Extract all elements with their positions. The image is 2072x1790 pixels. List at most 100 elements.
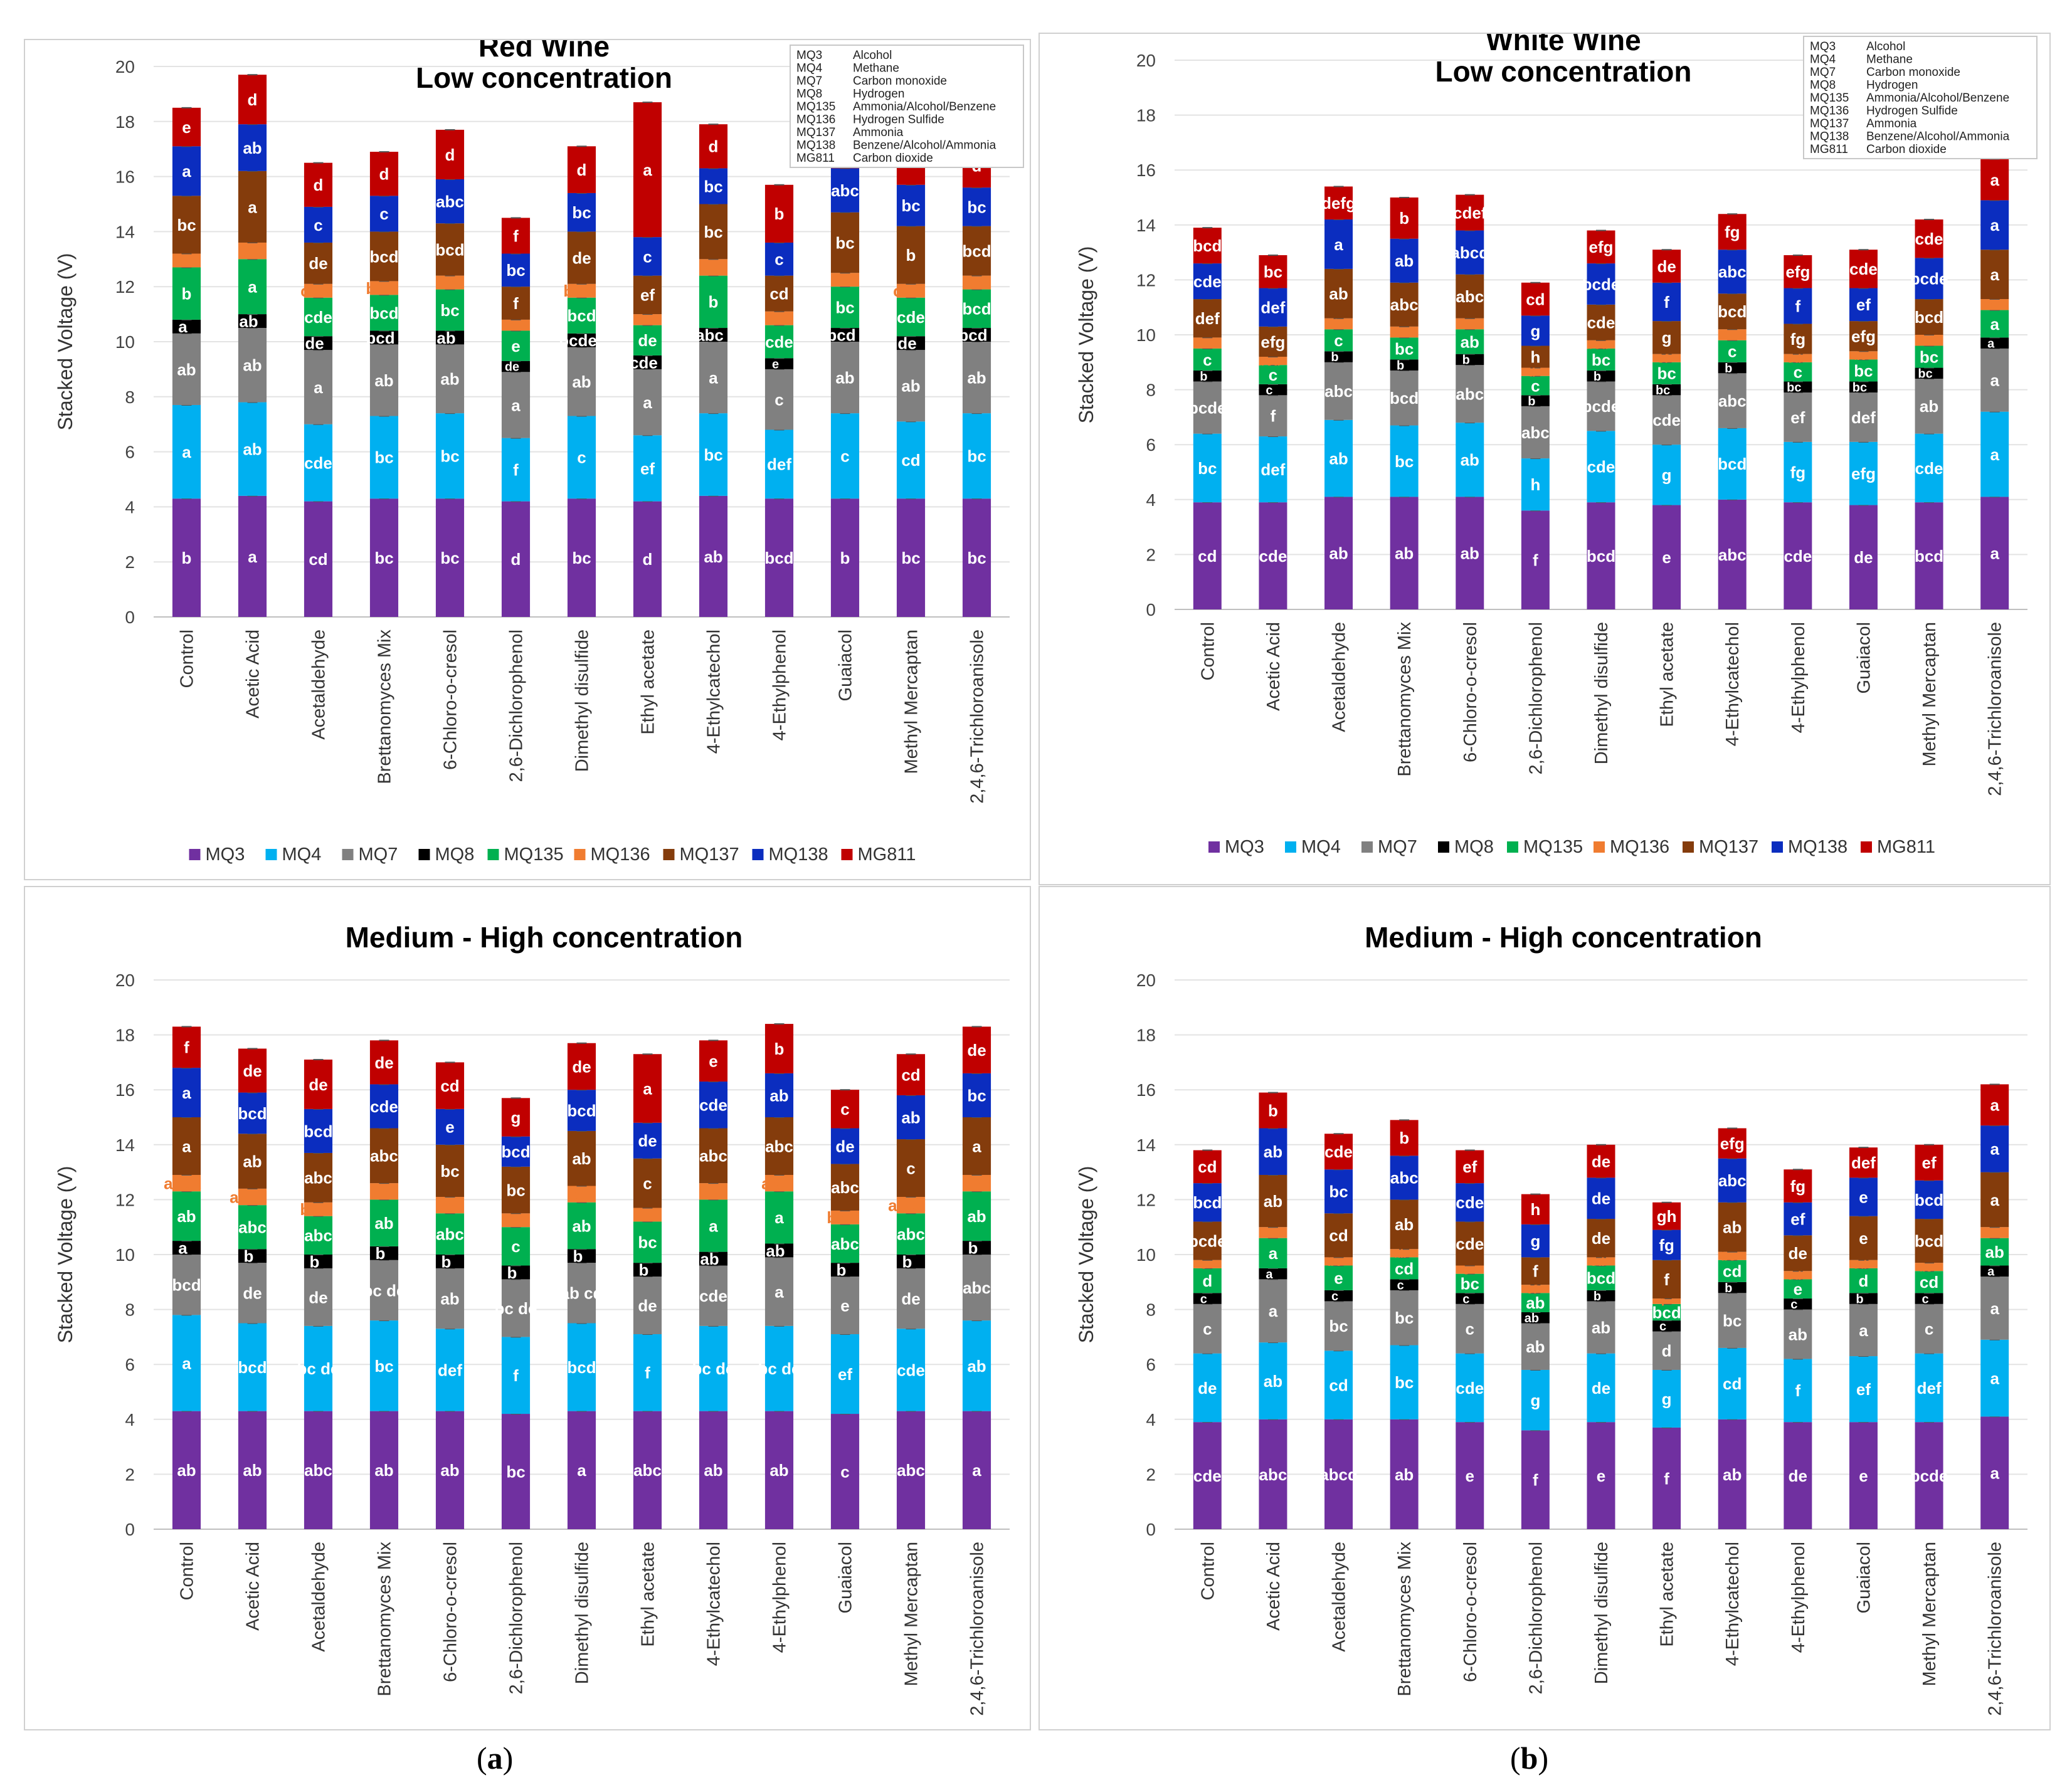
- data-label: bc: [506, 1181, 525, 1199]
- bar-mq136-control: [1193, 1260, 1222, 1268]
- data-label: de: [1853, 349, 1867, 363]
- bar-mq4-4-ethylphenol: [1784, 441, 1812, 503]
- data-label: bc: [901, 196, 920, 215]
- bar-mq3-2-6-dichlorophenol: [501, 501, 531, 617]
- data-label: abcd: [888, 1196, 926, 1215]
- data-label: ab: [1393, 1247, 1407, 1261]
- y-tick-label: 12: [115, 1190, 135, 1209]
- data-label: bc: [440, 447, 459, 466]
- bar-mq4-dimethyl-disulfide: [1587, 431, 1615, 503]
- bar-mg811-2-4-6-trichloroanisole: [1980, 1084, 2009, 1126]
- x-tick-label: Dimethyl disulfide: [1592, 1542, 1612, 1684]
- bar-mg811-2-4-6-trichloroanisole: [962, 1026, 991, 1073]
- data-label: c: [774, 391, 783, 409]
- data-label: ab: [1328, 318, 1342, 332]
- data-label: e: [182, 118, 191, 137]
- bar-mq138-methyl-mercaptan: [1915, 258, 1943, 300]
- data-label: a: [1987, 1265, 1995, 1278]
- x-tick-label: 4-Ethylcatechol: [1723, 1542, 1743, 1666]
- data-label: abc: [1718, 263, 1747, 282]
- data-label: ef: [1790, 1209, 1805, 1228]
- bar-mq138-control: [172, 146, 201, 196]
- data-label: efg: [1720, 1134, 1745, 1153]
- data-label: cde: [1652, 411, 1681, 429]
- bar-mq138-2-6-dichlorophenol: [501, 1136, 531, 1167]
- data-label: a: [1990, 171, 1999, 189]
- data-label: f: [1664, 293, 1669, 312]
- data-label: bcd: [1718, 302, 1747, 321]
- data-label: f: [513, 1366, 519, 1385]
- x-tick-label: Acetic Acid: [1264, 622, 1284, 711]
- bar-mq7-control: [172, 1255, 201, 1315]
- data-label: a: [972, 1137, 981, 1156]
- data-label: a: [182, 1083, 191, 1102]
- data-label: a: [1990, 371, 1999, 390]
- bar-mq8-6-chloro-o-cresol: [1456, 1293, 1484, 1304]
- bar-mq137-brettanomyces-mix: [369, 231, 399, 282]
- bar-mq135-6-chloro-o-cresol: [1456, 329, 1484, 354]
- bar-mq137-2-6-dichlorophenol: [501, 287, 531, 320]
- panel-white-high: Medium - High concentration Stacked Volta…: [1039, 886, 2051, 1777]
- bar-mg811-ethyl-acetate: [633, 102, 662, 238]
- data-label: f: [1795, 1381, 1801, 1400]
- data-label: bcd: [827, 325, 855, 344]
- data-label: d: [248, 90, 258, 109]
- data-label: bc: [704, 223, 722, 241]
- bar-mq138-brettanomyces-mix: [369, 196, 399, 232]
- bar-mq7-guaiacol: [830, 1277, 860, 1335]
- x-tick-label: Dimethyl disulfide: [573, 1542, 593, 1684]
- bar-mq7-2-4-6-trichloroanisole: [1980, 348, 2009, 412]
- data-label: bc: [1721, 329, 1736, 342]
- data-label: cd: [1198, 1157, 1217, 1176]
- data-label: ab: [769, 1086, 788, 1105]
- data-label: a: [643, 1079, 652, 1098]
- x-tick-label: 4-Ethylphenol: [1789, 622, 1809, 733]
- data-label: bc: [1854, 361, 1873, 380]
- bar-mq4-acetaldehyde: [304, 1325, 333, 1411]
- data-label: b: [1725, 362, 1732, 376]
- legend-swatch-mq136: [1594, 841, 1605, 853]
- bar-mq137-4-ethylphenol: [764, 275, 794, 312]
- data-label: cde: [897, 308, 925, 327]
- data-label: ab: [243, 139, 262, 157]
- bar-mq4-acetic-acid: [238, 1323, 267, 1411]
- data-label: cde: [1456, 1193, 1484, 1212]
- bar-mq137-2-6-dichlorophenol: [501, 1166, 531, 1214]
- data-label: ab: [1395, 544, 1414, 563]
- data-label: bc: [1395, 1373, 1414, 1392]
- data-label: bc: [967, 447, 986, 466]
- data-label: a: [1987, 1226, 1995, 1240]
- sensor-name: MQ136: [1810, 105, 1849, 118]
- data-label: bcd: [501, 1142, 530, 1161]
- bar-mq8-ethyl-acetate: [1652, 384, 1681, 396]
- bar-mq138-guaiacol: [1849, 1177, 1878, 1216]
- data-label: ab: [967, 1357, 986, 1376]
- data-label: ab: [572, 1149, 591, 1168]
- bar-mq4-4-ethylphenol: [764, 1325, 794, 1411]
- bar-mq135-4-ethylphenol: [1784, 362, 1812, 382]
- data-label: a: [1266, 1268, 1273, 1282]
- bar-mq7-acetaldehyde: [304, 350, 333, 424]
- bar-mg811-methyl-mercaptan: [896, 1054, 926, 1095]
- data-label: b: [1399, 1129, 1409, 1147]
- bar-mq3-acetic-acid: [1259, 1419, 1287, 1529]
- data-label: cd: [769, 285, 788, 303]
- data-label: ef: [1657, 352, 1669, 366]
- sensor-legend-box: [790, 45, 1024, 168]
- data-label: de: [1657, 257, 1676, 276]
- data-label: a: [248, 547, 257, 566]
- bar-mg811-6-chloro-o-cresol: [435, 129, 465, 179]
- data-label: c: [840, 1100, 849, 1119]
- data-label: de: [305, 334, 324, 353]
- bar-mq3-brettanomyces-mix: [369, 1411, 399, 1529]
- bar-mq136-4-ethylcatechol: [699, 259, 728, 276]
- bar-mq135-2-6-dichlorophenol: [501, 330, 531, 361]
- bar-mq138-guaiacol: [830, 168, 860, 213]
- bar-mq135-acetaldehyde: [1324, 1265, 1353, 1290]
- bar-mq138-ethyl-acetate: [633, 237, 662, 276]
- bar-mq136-2-6-dichlorophenol: [1521, 1285, 1550, 1293]
- bar-mq135-guaiacol: [1849, 359, 1878, 382]
- data-label: b: [837, 1260, 847, 1279]
- data-label: c: [1790, 1298, 1797, 1312]
- data-label: b: [709, 293, 719, 312]
